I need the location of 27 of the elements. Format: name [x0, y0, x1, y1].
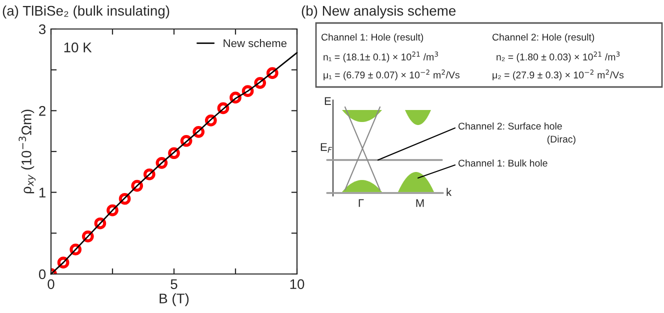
chart-title: (a) TlBiSe₂ (bulk insulating) — [2, 6, 170, 18]
x-tick-label: 10 — [290, 279, 304, 290]
text: E — [324, 97, 331, 105]
text: Channel 2: Surface hole — [458, 122, 562, 130]
y-tick-label: 1 — [39, 188, 46, 198]
text: (Dirac) — [547, 135, 576, 145]
text: μ₂ = (27.9 ± 0.3) × 10$^{−2}$ m$^{2}$/Vs — [492, 70, 624, 80]
text: E$_{F}$ — [320, 143, 332, 153]
text: (b) New analysis scheme — [302, 6, 456, 18]
legend-label: New scheme — [224, 39, 287, 48]
text: μ₁ = (6.79 ± 0.07) × 10$^{−2}$ m$^{2}$/Vs — [324, 70, 460, 80]
x-tick-label: 0 — [48, 279, 54, 290]
text: k — [446, 188, 452, 196]
text: n₁ = (18.1± 0.1) × 10$^{21}$ /m$^{3}$ — [324, 52, 438, 62]
y-axis-title: ρ$_{xy}$ (10$^{−3}$Ωm) — [18, 110, 36, 194]
y-tick-label: 3 — [38, 24, 46, 34]
text: Channel 1: Hole (result) — [321, 33, 424, 43]
text: Channel 1: Bulk hole — [458, 159, 548, 167]
text: M — [416, 199, 424, 207]
text: Channel 2: Hole (result) — [492, 33, 594, 43]
text: n₂ = (1.80 ± 0.03) × 10$^{21}$ /m$^{3}$ — [496, 52, 620, 62]
x-tick-label: 5 — [170, 279, 178, 290]
y-tick-label: 0 — [38, 269, 46, 280]
y-tick-label: 2 — [39, 106, 46, 116]
annotation: 10 K — [64, 42, 92, 52]
x-axis-title: B (T) — [160, 293, 189, 306]
text: Γ — [358, 199, 364, 207]
